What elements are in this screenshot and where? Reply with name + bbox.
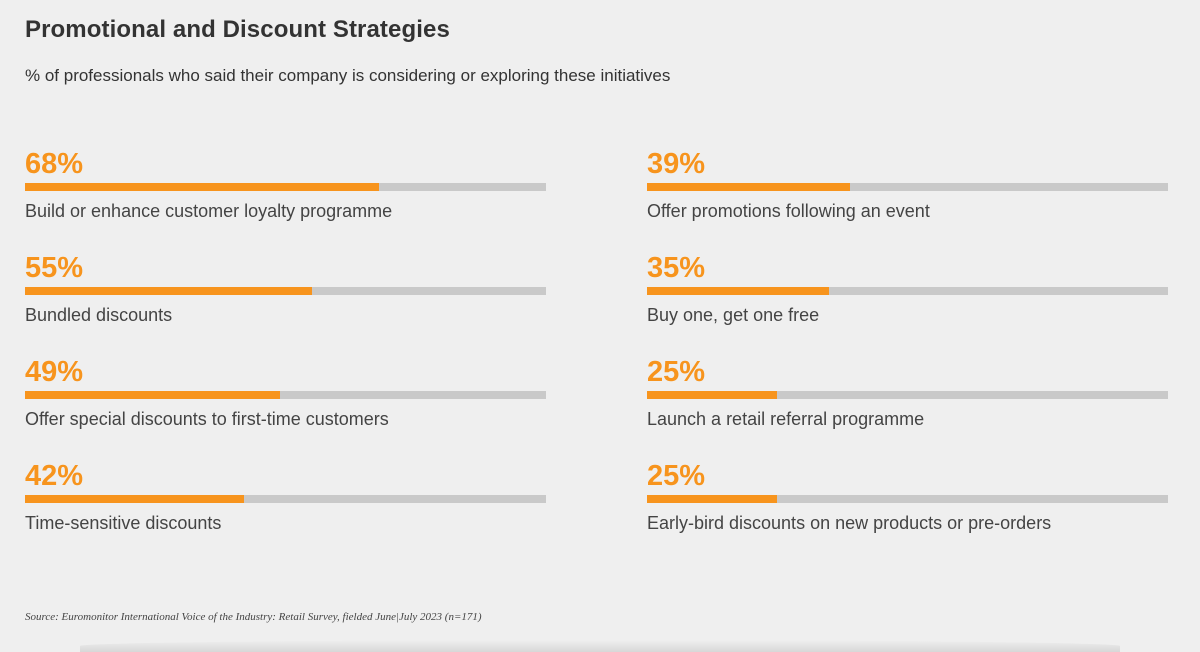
bar-fill (647, 183, 850, 191)
bar-item: 35% Buy one, get one free (647, 253, 1168, 343)
value-label: 42% (25, 460, 84, 492)
bar-item: 25% Early-bird discounts on new products … (647, 461, 1168, 551)
bar-track (647, 391, 1168, 399)
bar-item: 55% Bundled discounts (25, 253, 546, 343)
bar-fill (647, 287, 829, 295)
bar-item: 25% Launch a retail referral programme (647, 357, 1168, 447)
bar-item: 68% Build or enhance customer loyalty pro… (25, 149, 546, 239)
value-label: 55% (25, 252, 84, 284)
bar-fill (25, 495, 244, 503)
value-label: 25% (647, 356, 706, 388)
category-label: Bundled discounts (25, 305, 173, 325)
chart-subtitle: % of professionals who said their compan… (25, 66, 671, 85)
bar-fill (647, 391, 777, 399)
bar-item: 42% Time-sensitive discounts (25, 461, 546, 551)
value-label: 68% (25, 148, 84, 180)
value-label: 35% (647, 252, 706, 284)
chart-title: Promotional and Discount Strategies (25, 16, 450, 43)
bar-track (25, 183, 546, 191)
bar-fill (647, 495, 777, 503)
category-label: Buy one, get one free (647, 305, 820, 325)
bar-track (25, 495, 546, 503)
bar-track (25, 391, 546, 399)
bar-track (647, 495, 1168, 503)
bar-track (647, 287, 1168, 295)
bar-track (25, 287, 546, 295)
value-label: 49% (25, 356, 84, 388)
bar-item: 39% Offer promotions following an event (647, 149, 1168, 239)
category-label: Early-bird discounts on new products or … (647, 513, 1052, 533)
source-note: Source: Euromonitor International Voice … (25, 611, 482, 623)
category-label: Time-sensitive discounts (25, 513, 222, 533)
bar-fill (25, 287, 312, 295)
bar-track (647, 183, 1168, 191)
category-label: Offer special discounts to first-time cu… (25, 409, 389, 429)
value-label: 25% (647, 460, 706, 492)
category-label: Launch a retail referral programme (647, 409, 925, 429)
bottom-shadow (80, 640, 1120, 652)
bar-fill (25, 183, 379, 191)
bar-fill (25, 391, 280, 399)
category-label: Offer promotions following an event (647, 201, 930, 221)
value-label: 39% (647, 148, 706, 180)
bar-item: 49% Offer special discounts to first-time… (25, 357, 546, 447)
category-label: Build or enhance customer loyalty progra… (25, 201, 393, 221)
